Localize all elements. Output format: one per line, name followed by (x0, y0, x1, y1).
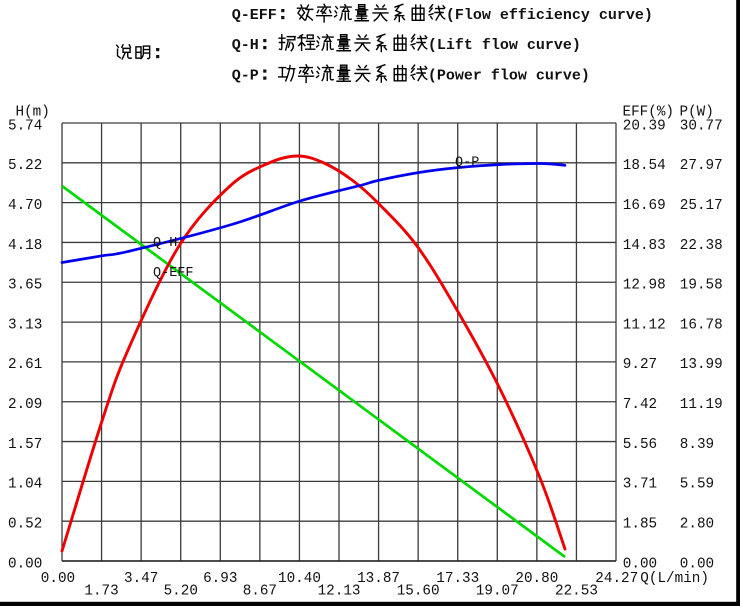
svg-text:1.85: 1.85 (623, 517, 657, 533)
svg-text:3.13: 3.13 (8, 317, 42, 333)
svg-text:Q-H: Q-H (153, 236, 177, 251)
svg-text:27.97: 27.97 (680, 158, 723, 174)
svg-text:H(m): H(m) (16, 105, 50, 121)
svg-text:11.19: 11.19 (680, 397, 723, 413)
svg-text:20.39: 20.39 (623, 118, 666, 134)
svg-text:16.69: 16.69 (623, 198, 666, 214)
svg-text:3.47: 3.47 (124, 571, 158, 587)
svg-text:3.65: 3.65 (8, 278, 42, 294)
svg-text:Q-EFF: Q-EFF (153, 266, 194, 281)
svg-text:14.83: 14.83 (623, 238, 666, 254)
svg-text:0.00: 0.00 (41, 571, 75, 587)
svg-text:2.80: 2.80 (680, 517, 714, 533)
svg-text:0.00: 0.00 (8, 556, 42, 572)
svg-text:8.67: 8.67 (243, 584, 277, 600)
svg-text:Q-H: Q-H (232, 37, 259, 54)
svg-text:1.73: 1.73 (84, 584, 118, 600)
svg-text:0.52: 0.52 (8, 517, 42, 533)
svg-text:18.54: 18.54 (623, 158, 666, 174)
svg-text:4.70: 4.70 (8, 198, 42, 214)
svg-text:12.98: 12.98 (623, 278, 666, 294)
svg-text:13.87: 13.87 (357, 571, 400, 587)
svg-text:Q-P: Q-P (455, 156, 479, 171)
svg-text:1.57: 1.57 (8, 437, 42, 453)
svg-text:20.80: 20.80 (515, 571, 558, 587)
svg-text:0.00: 0.00 (623, 556, 657, 572)
svg-text:22.53: 22.53 (555, 584, 598, 600)
svg-text:10.40: 10.40 (278, 571, 321, 587)
svg-text:2.09: 2.09 (8, 397, 42, 413)
svg-text:8.39: 8.39 (680, 437, 714, 453)
svg-text:19.58: 19.58 (680, 278, 723, 294)
svg-text:(Lift flow curve): (Lift flow curve) (428, 37, 581, 54)
svg-text:22.38: 22.38 (680, 238, 723, 254)
svg-text:Q-P: Q-P (232, 68, 259, 85)
svg-text:16.78: 16.78 (680, 317, 723, 333)
svg-text:19.07: 19.07 (476, 584, 519, 600)
svg-text:5.22: 5.22 (8, 158, 42, 174)
svg-text:EFF(%): EFF(%) (623, 105, 674, 121)
svg-text:11.12: 11.12 (623, 317, 666, 333)
svg-text:5.74: 5.74 (8, 118, 42, 134)
svg-text:3.71: 3.71 (623, 477, 657, 493)
svg-text:(Power flow curve): (Power flow curve) (428, 68, 590, 85)
svg-text:30.77: 30.77 (680, 118, 723, 134)
svg-text:1.04: 1.04 (8, 477, 42, 493)
svg-text:13.99: 13.99 (680, 357, 723, 373)
svg-text:5.59: 5.59 (680, 477, 714, 493)
svg-text:(Flow efficiency curve): (Flow efficiency curve) (446, 7, 653, 24)
svg-text:5.20: 5.20 (164, 584, 198, 600)
svg-text:6.93: 6.93 (203, 571, 237, 587)
svg-text:0.00: 0.00 (680, 556, 714, 572)
svg-text:Q-EFF: Q-EFF (232, 7, 277, 24)
svg-text:2.61: 2.61 (8, 357, 42, 373)
svg-text:5.56: 5.56 (623, 437, 657, 453)
svg-text:P(W): P(W) (680, 105, 714, 121)
svg-text:9.27: 9.27 (623, 357, 657, 373)
svg-text:7.42: 7.42 (623, 397, 657, 413)
svg-text:15.60: 15.60 (397, 584, 440, 600)
svg-text:Q(L/min): Q(L/min) (640, 571, 709, 587)
svg-text:4.18: 4.18 (8, 238, 42, 254)
svg-text:17.33: 17.33 (436, 571, 479, 587)
svg-text:24.27: 24.27 (595, 571, 638, 587)
svg-text:25.17: 25.17 (680, 198, 723, 214)
svg-text:12.13: 12.13 (318, 584, 361, 600)
